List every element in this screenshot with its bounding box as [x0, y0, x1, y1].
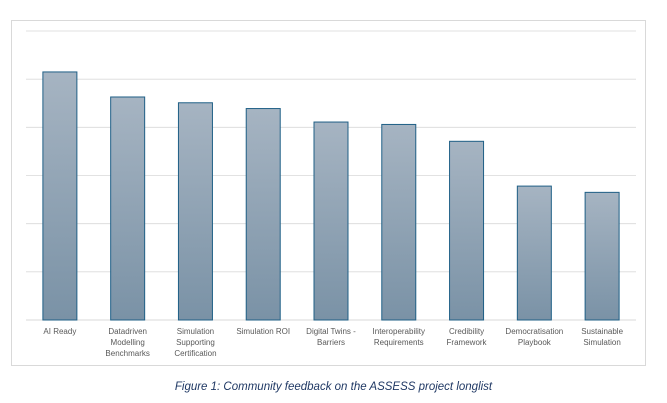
x-tick-label: Simulation Supporting Certification — [174, 327, 216, 358]
bar-ai-ready — [42, 71, 78, 321]
bar-digital-twins-barriers — [313, 121, 349, 321]
figure-caption: Figure 1: Community feedback on the ASSE… — [174, 381, 493, 393]
x-tick-label: Credibility Framework — [447, 327, 488, 347]
x-tick-label: Datadriven Modelling Benchmarks — [105, 327, 149, 358]
category-labels: AI Ready Datadriven Modelling Benchmarks Sim… — [43, 327, 623, 358]
bar-simulation-roi — [245, 108, 281, 321]
x-tick-label: Simulation ROI — [236, 327, 290, 336]
x-tick-label: Interoperability Requirements — [373, 327, 425, 347]
x-tick-label: AI Ready — [43, 327, 76, 336]
bar-credibility-framework — [449, 140, 485, 321]
bars — [42, 71, 620, 321]
bar-simulation-supporting-certification — [177, 102, 213, 321]
x-tick-label: Digital Twins -Barriers — [306, 327, 356, 347]
x-tick-label: Sustainable Simulation — [581, 327, 623, 347]
bar-democratisation-playbook — [516, 185, 552, 321]
x-tick-label: Democratisation Playbook — [505, 327, 563, 347]
bar-chart: AI Ready Datadriven Modelling Benchmarks Sim… — [26, 30, 636, 358]
bar-datadriven-modelling-benchmarks — [110, 96, 146, 321]
bar-sustainable-simulation — [584, 191, 620, 321]
bar-interoperability-requirements — [381, 123, 417, 321]
chart-frame: AI Ready Datadriven Modelling Benchmarks Sim… — [11, 20, 646, 366]
